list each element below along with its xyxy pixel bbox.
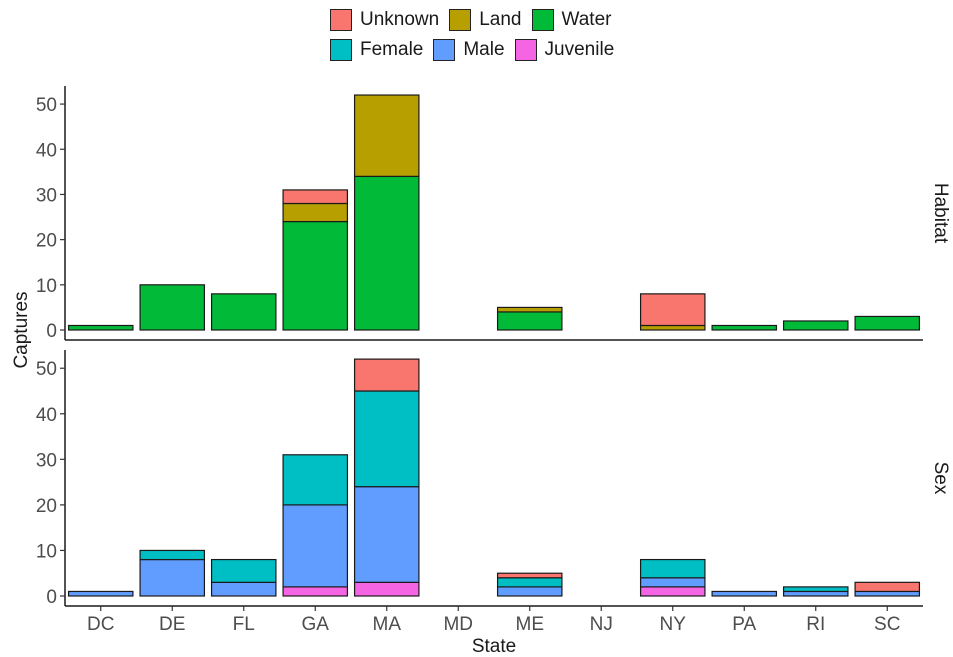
bar-sex-ri-female: [782, 586, 849, 593]
bar-sex-ga-juvenile: [282, 586, 349, 597]
bar-sex-fl-male: [210, 581, 277, 597]
bar-sex-ga-female: [282, 454, 349, 506]
legend-label-female: Female: [360, 39, 424, 60]
bar-sex-pa-male: [711, 590, 778, 597]
bar-sex-sc-male: [854, 590, 921, 597]
bar-habitat-ny-unknown: [639, 293, 706, 327]
y-tick-label: 10: [36, 276, 57, 297]
bar-habitat-pa-water: [711, 324, 778, 331]
bar-habitat-ma-water: [353, 175, 420, 331]
legend-item-water: Water: [531, 9, 612, 31]
x-tick-label: PA: [732, 614, 756, 635]
legend-key-male: [433, 39, 456, 61]
legend-label-juvenile: Juvenile: [544, 39, 615, 60]
y-tick-label: 50: [36, 95, 57, 116]
legend-label-water: Water: [561, 9, 612, 30]
y-tick-label: 40: [36, 405, 57, 426]
bar-habitat-de-water: [139, 284, 206, 331]
bar-habitat-me-water: [496, 311, 563, 331]
bar-sex-ma-female: [353, 390, 420, 488]
x-tick-label: NY: [660, 614, 687, 635]
bar-sex-de-female: [139, 549, 206, 561]
legend-label-male: Male: [463, 39, 505, 60]
x-axis-title: State: [472, 636, 516, 657]
legend-item-female: Female: [330, 39, 423, 61]
x-tick-label: FL: [233, 614, 255, 635]
bar-sex-me-female: [496, 577, 563, 588]
bar-sex-ga-male: [282, 504, 349, 588]
legend-row: Unknown Land Water: [330, 5, 690, 35]
x-tick-label: DE: [159, 614, 185, 635]
bar-sex-sc-unknown: [854, 581, 921, 593]
bar-sex-ma-juvenile: [353, 581, 420, 597]
bar-sex-ny-juvenile: [639, 586, 706, 597]
legend-key-juvenile: [514, 39, 537, 61]
legend-key-water: [531, 9, 554, 31]
y-tick-label: 30: [36, 450, 57, 471]
bar-sex-de-male: [139, 558, 206, 597]
bar-sex-ny-male: [639, 577, 706, 588]
x-tick-label: MA: [373, 614, 402, 635]
bar-sex-ri-male: [782, 590, 849, 597]
legend-item-male: Male: [433, 39, 505, 61]
y-tick-label: 40: [36, 140, 57, 161]
bar-habitat-ma-land: [353, 94, 420, 177]
bar-habitat-fl-water: [210, 293, 277, 331]
legend-item-unknown: Unknown: [330, 9, 439, 31]
bar-sex-ny-female: [639, 558, 706, 579]
bar-sex-dc-male: [67, 590, 134, 597]
x-tick-label: SC: [874, 614, 900, 635]
x-tick-label: GA: [302, 614, 330, 635]
bar-sex-fl-female: [210, 558, 277, 583]
facet-strip-label-habitat: Habitat: [930, 183, 951, 244]
bar-sex-me-male: [496, 586, 563, 597]
y-tick-label: 10: [36, 541, 57, 562]
y-tick-label: 50: [36, 359, 57, 380]
legend-key-unknown: [330, 9, 352, 31]
legend: Unknown Land Water Female Male Juve: [330, 5, 690, 65]
bar-habitat-ga-land: [282, 202, 349, 223]
bar-sex-ma-unknown: [353, 358, 420, 392]
y-tick-label: 20: [36, 231, 57, 252]
legend-label-land: Land: [479, 9, 522, 30]
y-axis-title: Captures: [11, 291, 32, 368]
facet-strip-label-sex: Sex: [930, 462, 951, 495]
x-tick-label: MD: [443, 614, 473, 635]
x-tick-label: DC: [87, 614, 114, 635]
bar-sex-ma-male: [353, 486, 420, 583]
bar-habitat-ga-water: [282, 220, 349, 331]
y-tick-label: 0: [46, 321, 57, 342]
legend-row: Female Male Juvenile: [330, 35, 690, 65]
bar-habitat-ga-unknown: [282, 189, 349, 205]
legend-item-land: Land: [449, 9, 522, 31]
x-tick-label: RI: [806, 614, 825, 635]
legend-label-unknown: Unknown: [360, 9, 440, 30]
bar-habitat-dc-water: [67, 324, 134, 331]
y-tick-label: 30: [36, 185, 57, 206]
y-tick-label: 20: [36, 496, 57, 517]
legend-key-female: [330, 39, 352, 61]
x-tick-label: ME: [516, 614, 545, 635]
bar-habitat-me-land: [496, 306, 563, 313]
bar-habitat-ri-water: [782, 320, 849, 331]
x-tick-label: NJ: [590, 614, 613, 635]
bar-habitat-ny-land: [639, 324, 706, 331]
bar-sex-me-unknown: [496, 572, 563, 579]
legend-item-juvenile: Juvenile: [514, 39, 615, 61]
bar-habitat-sc-water: [854, 315, 921, 331]
legend-key-land: [449, 9, 472, 31]
y-tick-label: 0: [46, 587, 57, 608]
